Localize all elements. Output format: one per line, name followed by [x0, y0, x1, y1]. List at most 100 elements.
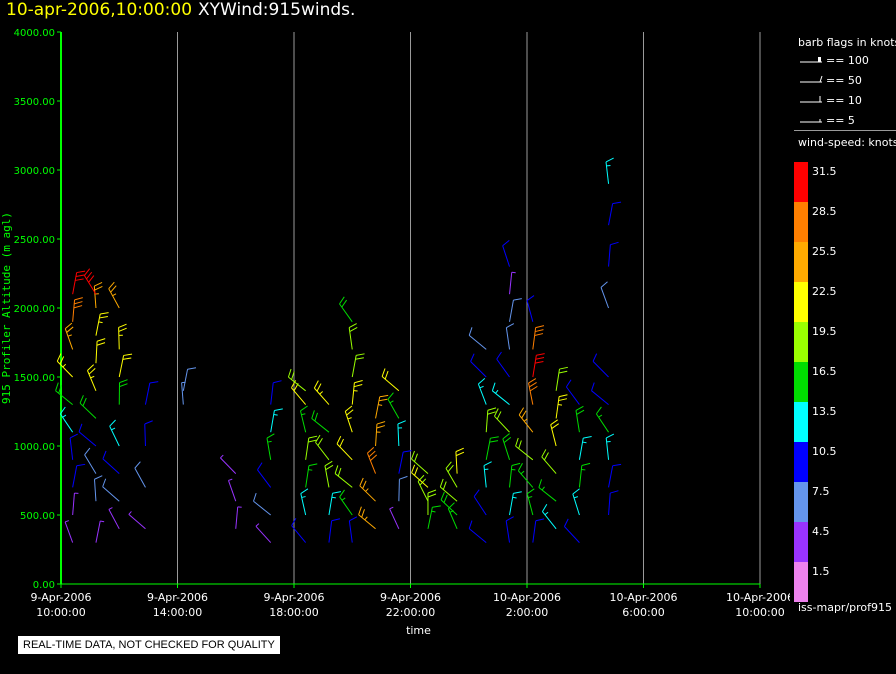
barb-flag: [576, 409, 585, 415]
barb-flag: [600, 281, 608, 288]
wind-barb: [93, 475, 103, 502]
barb-flag: [316, 383, 322, 392]
barb-legend-symbol: [800, 57, 822, 63]
barb-flag: [59, 406, 66, 415]
barb-flag: [339, 296, 345, 305]
wind-barb: [491, 382, 510, 405]
barb-flag: [311, 410, 315, 419]
wind-barb: [253, 492, 272, 516]
barb-flag: [122, 357, 132, 360]
wind-barb: [578, 462, 591, 488]
wind-barb: [518, 407, 534, 433]
barb-flag: [558, 398, 568, 402]
barb-flag: [455, 451, 465, 457]
wind-barb: [311, 410, 330, 433]
barb-flag: [543, 452, 549, 461]
barb-flag: [572, 488, 580, 495]
wind-barb: [72, 270, 86, 295]
barb-legend-row: == 100: [798, 52, 894, 68]
x-tick-time: 6:00:00: [622, 606, 664, 619]
wind-barb: [515, 437, 534, 461]
color-swatch: [794, 522, 808, 562]
wind-barb: [72, 463, 86, 488]
barb-staff: [468, 335, 487, 350]
barb-staff: [291, 525, 307, 543]
barb-flag: [591, 382, 595, 391]
barb-staff: [541, 456, 557, 474]
barb-staff: [532, 355, 537, 378]
wind-barb: [417, 474, 429, 502]
barb-staff: [605, 437, 610, 460]
barb-staff: [339, 496, 353, 516]
wind-barb: [287, 368, 306, 392]
barb-flag: [84, 268, 91, 276]
barb-flag: [300, 488, 309, 494]
y-tick-label: 4000.00: [14, 28, 55, 39]
barb-flag: [526, 488, 535, 495]
wind-barb: [605, 433, 615, 460]
wind-barb: [182, 367, 197, 391]
barb-flag: [99, 316, 108, 319]
barb-staff: [255, 525, 272, 543]
barb-staff: [375, 396, 381, 419]
wind-barb: [79, 395, 97, 419]
barb-flag: [447, 464, 454, 473]
barb-flag: [346, 409, 354, 416]
color-swatch: [794, 242, 808, 282]
barb-flag: [308, 435, 318, 439]
wind-barb: [108, 281, 120, 309]
y-tick-label: 3000.00: [14, 166, 55, 177]
wind-barb: [134, 461, 146, 488]
barb-flag: [494, 408, 499, 417]
barb-staff: [605, 161, 610, 184]
barb-legend-row: == 5: [798, 112, 894, 128]
barb-legend-title: barb flags in knots: [798, 36, 896, 49]
barb-flag: [87, 364, 95, 371]
barb-staff: [328, 520, 333, 543]
barb-half-flag: [228, 478, 233, 481]
barb-staff: [134, 467, 146, 488]
barb-flag: [483, 461, 492, 466]
barb-flag: [134, 461, 141, 469]
barb-flag: [331, 518, 341, 522]
wind-barb: [398, 450, 412, 474]
barb-flag: [82, 397, 87, 407]
barb-half-flag: [528, 496, 533, 499]
wind-barb: [328, 491, 342, 516]
barb-staff: [397, 423, 400, 447]
barb-flag: [308, 463, 318, 467]
barb-staff: [509, 300, 514, 322]
data-source: iss-mapr/prof915: [798, 601, 893, 614]
barb-half-flag: [267, 440, 272, 443]
wind-barb: [64, 520, 74, 543]
barb-staff: [315, 442, 330, 461]
barb-staff: [55, 390, 73, 405]
barb-staff: [102, 486, 120, 502]
barb-legend-label: == 5: [826, 114, 855, 127]
barb-flag: [356, 353, 365, 356]
barb-staff: [311, 418, 330, 433]
color-swatch: [794, 402, 808, 442]
wind-barb: [398, 475, 408, 502]
barb-half-flag: [341, 497, 346, 501]
barb-flag: [605, 433, 615, 439]
barb-flag: [75, 278, 84, 281]
wind-barb: [359, 477, 376, 502]
barb-half-flag: [557, 404, 563, 406]
barb-flag: [442, 481, 447, 490]
color-swatch: [794, 202, 808, 242]
y-tick-label: 1500.00: [14, 373, 55, 384]
barb-half-flag: [520, 470, 525, 475]
wind-barb: [255, 523, 272, 543]
wind-barb: [445, 461, 458, 488]
wind-barb: [477, 378, 487, 405]
barb-flag: [397, 420, 406, 425]
barb-flag: [123, 353, 133, 356]
barb-flag: [443, 494, 448, 503]
barb-staff: [509, 272, 513, 295]
wind-barb: [95, 312, 109, 336]
barb-staff: [109, 425, 120, 447]
barb-staff: [64, 328, 74, 350]
barb-flag: [550, 419, 558, 426]
barb-flag: [291, 517, 297, 526]
